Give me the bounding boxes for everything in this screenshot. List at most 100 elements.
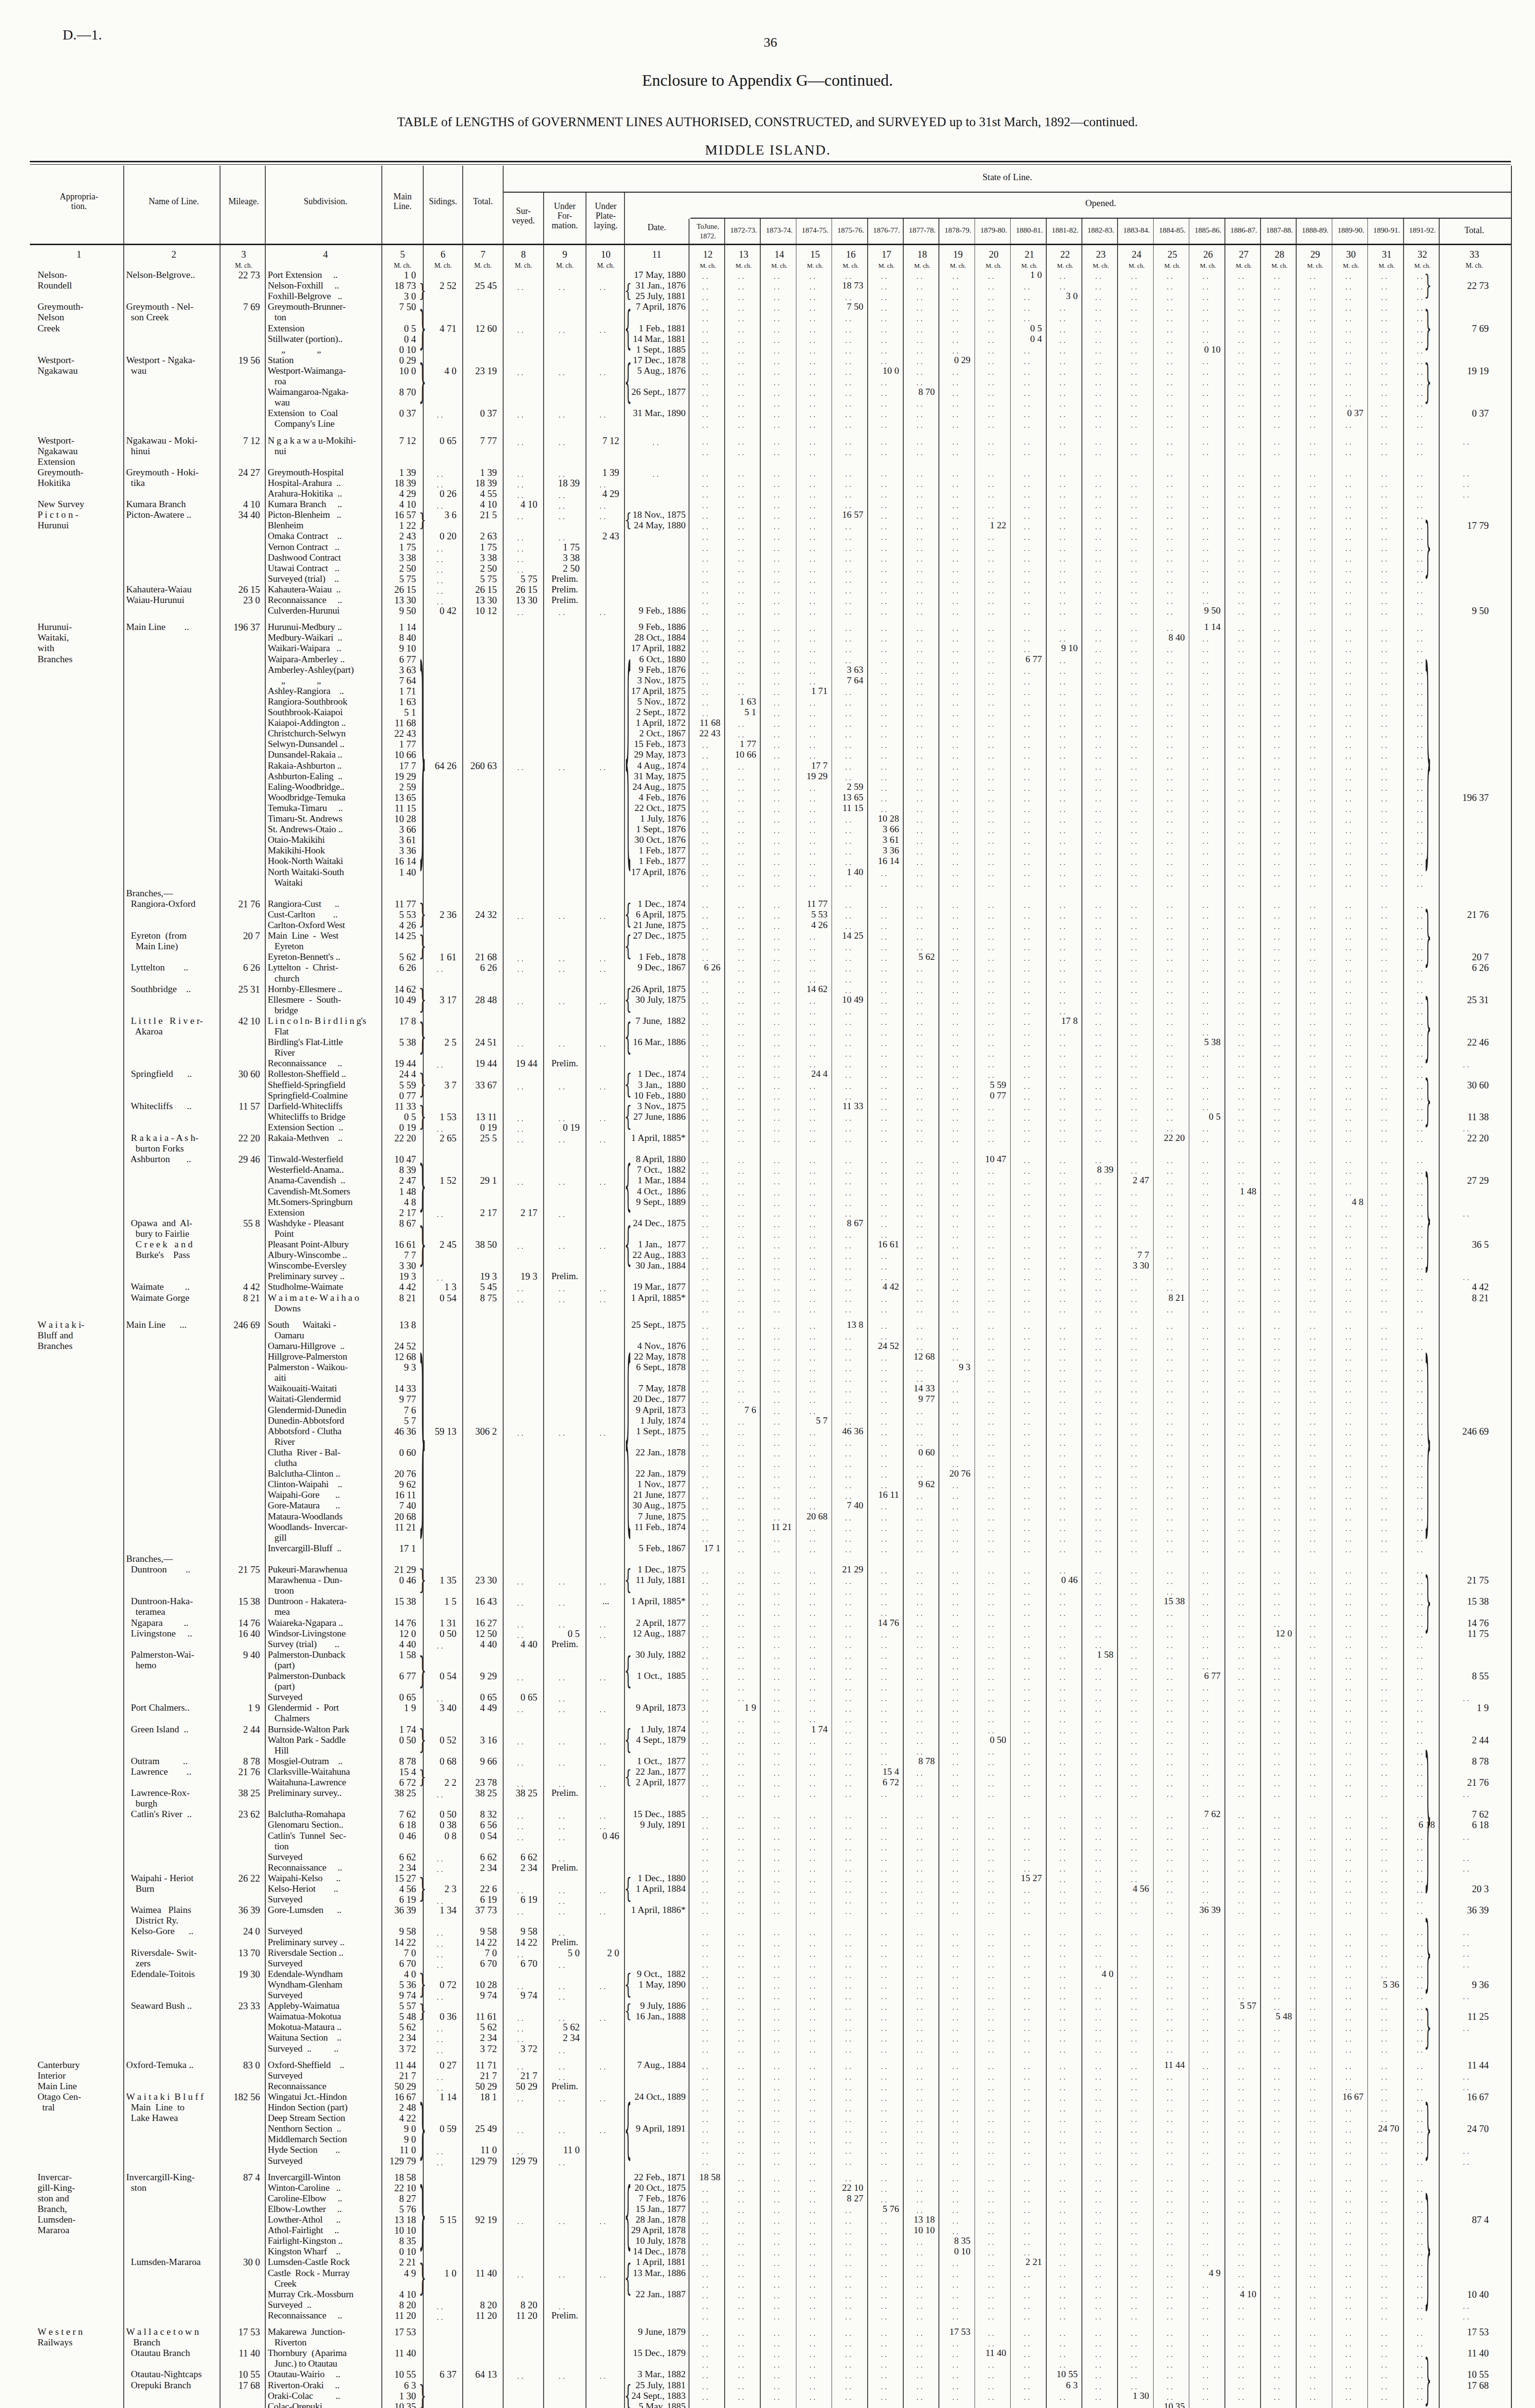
dots-cell: ..: [1367, 1385, 1403, 1396]
dots-cell: ..: [975, 1124, 1010, 1135]
dots-cell: ..: [1332, 1230, 1367, 1241]
date-cell: 7 April, 1876: [625, 301, 686, 312]
dots-cell: ..: [1332, 2329, 1367, 2339]
dots-cell: ..: [1010, 2195, 1046, 2206]
dots-cell: ..: [586, 1620, 621, 1630]
col-number: 27: [1224, 249, 1263, 259]
date-cell: 1 April, 1886*: [625, 1905, 686, 1915]
dots-cell: ..: [1296, 1177, 1331, 1188]
dots-cell: ..: [903, 410, 938, 420]
dots-cell: ..: [689, 773, 724, 784]
dots-cell: ..: [1367, 501, 1403, 511]
dots-cell: ..: [1296, 858, 1331, 868]
dots-cell: ..: [1081, 357, 1117, 367]
dots-cell: ..: [1153, 1524, 1189, 1534]
dots-cell: ..: [1153, 1907, 1189, 1917]
dots-cell: ..: [1367, 1779, 1403, 1790]
dots-cell: ..: [1081, 2360, 1117, 2371]
dots-cell: ..: [867, 420, 903, 431]
dots-cell: ..: [1332, 1252, 1367, 1262]
dots-cell: ..: [832, 1407, 867, 1417]
dots-cell: ..: [1296, 2248, 1331, 2259]
date-cell: 6 Oct., 1880: [625, 654, 686, 665]
dots-cell: ..: [1224, 1396, 1260, 1406]
dots-cell: ..: [504, 1620, 539, 1630]
dots-cell: ..: [832, 586, 867, 597]
subdivision-cell: Otautau-Wairio ..: [268, 2369, 383, 2380]
dots-cell: ..: [867, 1135, 903, 1145]
dots-cell: ..: [1367, 2104, 1403, 2115]
value-cell: 19 44: [504, 1058, 537, 1069]
dots-cell: ..: [938, 522, 974, 533]
dots-cell: ..: [832, 2024, 867, 2034]
dots-cell: ..: [1117, 1322, 1153, 1332]
dots-cell: ..: [689, 2115, 724, 2125]
opened-value-cell: 0 46: [1046, 1575, 1078, 1585]
dots-cell: ..: [1117, 544, 1153, 554]
dots-cell: ..: [1332, 420, 1367, 431]
dots-cell: ..: [1403, 2280, 1439, 2291]
dots-cell: ..: [1081, 2034, 1117, 2045]
dots-cell: ..: [724, 2002, 760, 2013]
opened-value-cell: 14 33: [903, 1383, 935, 1394]
value-cell: 14 22: [383, 1937, 416, 1948]
dots-cell: ..: [1403, 815, 1439, 826]
dots-cell: ..: [760, 2339, 795, 2350]
dots-cell: ..: [1224, 565, 1260, 576]
dots-cell: ..: [1367, 847, 1403, 858]
subdivision-cell: Balclutha-Romahapa: [268, 1809, 383, 1819]
dots-cell: ..: [724, 1103, 760, 1113]
dots-cell: ..: [867, 1864, 903, 1875]
dots-cell: ..: [903, 2146, 938, 2157]
dots-cell: ..: [1010, 1545, 1046, 1556]
island-heading: MIDDLE ISLAND.: [527, 142, 1009, 158]
dots-cell: ..: [903, 1598, 938, 1609]
dots-cell: ..: [903, 858, 938, 868]
dots-cell: ..: [1117, 437, 1153, 448]
dots-cell: ..: [1189, 303, 1224, 314]
dots-cell: ..: [724, 522, 760, 533]
dots-cell: ..: [832, 1960, 867, 1971]
opened-total-cell: 36 39: [1441, 1905, 1489, 1915]
dots-cell: ..: [724, 2146, 760, 2157]
value-cell: 24 32: [463, 909, 497, 920]
dots-cell: ..: [903, 1417, 938, 1428]
col-number: 16: [832, 249, 870, 259]
dots-cell: ..: [1153, 1928, 1189, 1938]
dots-cell: ..: [689, 1262, 724, 1273]
dots-cell: ..: [1046, 1981, 1081, 1992]
dots-cell: ..: [1296, 837, 1331, 847]
dots-cell: ..: [975, 1545, 1010, 1556]
dots-cell: ..: [1224, 1156, 1260, 1166]
dots-cell: ..: [1224, 2062, 1260, 2072]
dots-cell: ..: [975, 667, 1010, 677]
dots-cell: ..: [689, 1407, 724, 1417]
dots-cell: ..: [796, 1896, 832, 1907]
dots-cell: ..: [1081, 410, 1117, 420]
dots-cell: ..: [975, 1060, 1010, 1071]
dots-cell: ..: [1153, 1821, 1189, 1832]
opened-value-cell: 17 1: [689, 1543, 720, 1554]
dots-cell: ..: [1081, 2280, 1117, 2291]
dots-cell: ..: [1367, 1470, 1403, 1481]
dots-cell: ..: [867, 1896, 903, 1907]
dots-cell: ..: [867, 869, 903, 879]
subdivision-cell: Hyde Section ..: [268, 2145, 383, 2155]
dots-cell: ..: [544, 511, 582, 522]
dots-cell: ..: [760, 751, 795, 762]
dots-cell: ..: [760, 410, 795, 420]
dots-cell: ..: [1117, 2045, 1153, 2056]
dots-cell: ..: [1296, 2206, 1331, 2216]
dots-cell: ..: [867, 533, 903, 543]
value-cell: 38 25: [463, 1788, 497, 1798]
dots-cell: ..: [544, 607, 582, 618]
dots-cell: ..: [1153, 1715, 1189, 1726]
dots-cell: ..: [975, 709, 1010, 720]
dots-cell: ..: [1332, 1283, 1367, 1294]
dots-cell: ..: [1153, 1704, 1189, 1715]
dots-cell: ..: [796, 1470, 832, 1481]
dots-cell: ..: [1260, 1587, 1296, 1598]
dots-cell: ..: [1117, 773, 1153, 784]
dots-cell: ..: [1332, 1758, 1367, 1768]
dots-cell: ..: [1296, 1135, 1331, 1145]
